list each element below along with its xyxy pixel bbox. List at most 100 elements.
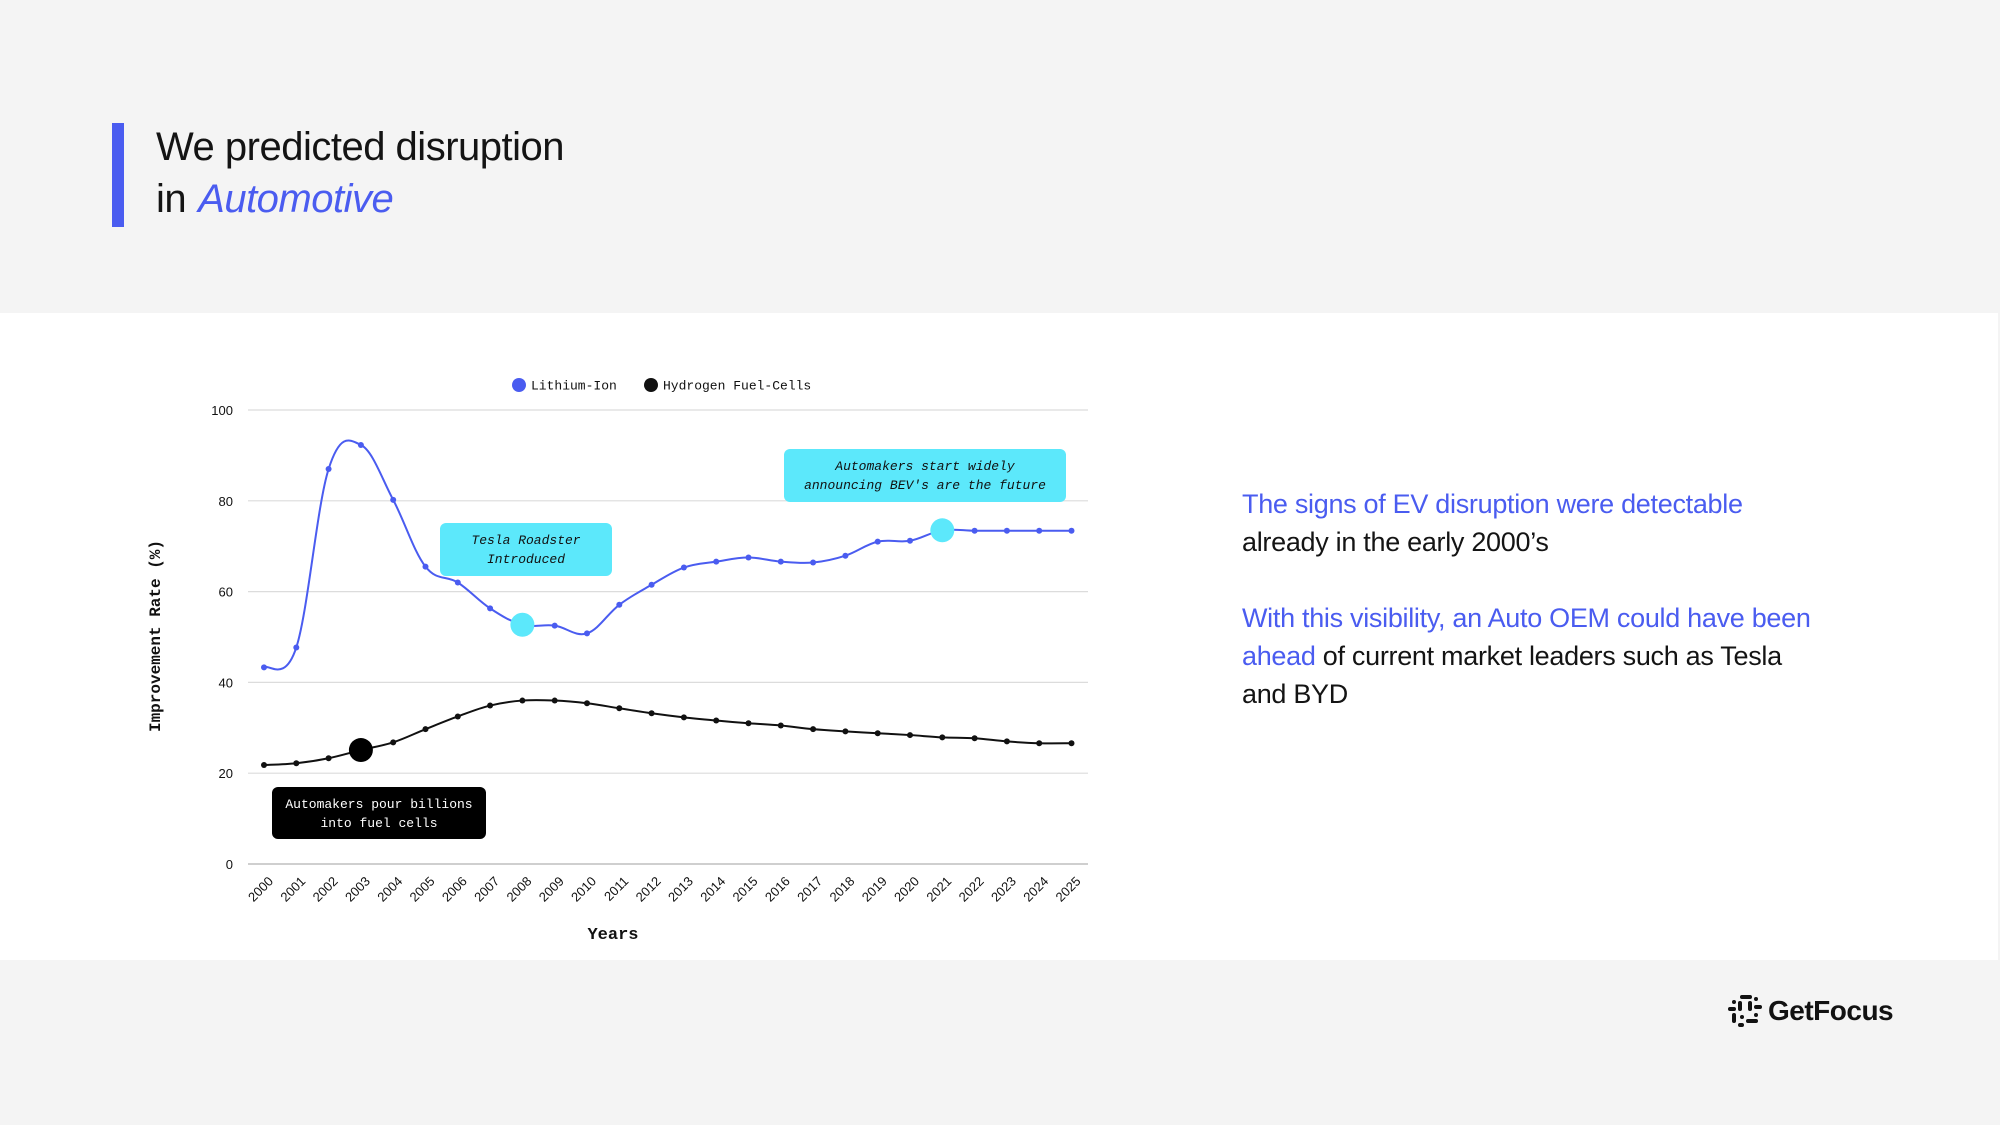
data-point[interactable] (487, 702, 494, 709)
data-point[interactable] (907, 537, 913, 544)
legend-item-hydrogen-fuel-cells[interactable]: Hydrogen Fuel-Cells (644, 378, 811, 394)
data-point[interactable] (584, 700, 590, 707)
legend-label: Hydrogen Fuel-Cells (663, 379, 811, 394)
x-tick-label: 2004 (374, 874, 405, 905)
x-axis-ticks: 2000 2001 2002 2003 2004 2005 2006 2007 2008 2009… (245, 874, 1084, 905)
x-tick-label: 2006 (439, 874, 470, 905)
data-point[interactable] (293, 760, 300, 767)
data-point[interactable] (745, 720, 752, 727)
data-point[interactable] (487, 605, 494, 612)
data-point[interactable] (648, 710, 655, 717)
data-point[interactable] (261, 664, 267, 671)
data-point[interactable] (422, 726, 429, 733)
data-point[interactable] (1003, 738, 1010, 745)
x-tick-label: 2008 (503, 874, 534, 905)
series-hydrogen-fuel-cells (261, 697, 1075, 769)
data-point[interactable] (971, 527, 978, 534)
annotation-2003: Automakers pour billions into fuel cells (272, 738, 486, 839)
title-line-2: in Automotive (156, 171, 564, 227)
data-point[interactable] (874, 730, 881, 737)
data-point[interactable] (777, 722, 784, 729)
logo-text: GetFocus (1768, 995, 1894, 1026)
insight-paragraph-1: The signs of EV disruption were detectab… (1242, 485, 1822, 561)
data-point[interactable] (842, 552, 849, 559)
x-tick-label: 2021 (923, 874, 954, 905)
chart-annotations: Automakers pour billions into fuel cells T… (272, 449, 1066, 839)
data-point[interactable] (390, 496, 397, 503)
data-point[interactable] (584, 630, 590, 637)
data-point[interactable] (648, 581, 655, 588)
insight-2-rest: of current market leaders such as Tesla … (1242, 641, 1782, 709)
highlight-marker[interactable] (348, 738, 373, 763)
data-point[interactable] (261, 762, 267, 769)
y-tick-label: 100 (211, 403, 233, 418)
x-tick-label: 2015 (730, 874, 761, 905)
insight-text: The signs of EV disruption were detectab… (1242, 485, 1822, 751)
data-point[interactable] (810, 559, 817, 566)
annotation-2008: Tesla Roadster Introduced (440, 523, 612, 637)
data-point[interactable] (907, 732, 913, 739)
data-point[interactable] (1068, 740, 1075, 747)
data-point[interactable] (519, 697, 526, 704)
getfocus-logo-icon (1728, 995, 1762, 1027)
annotation-text: into fuel cells (320, 816, 437, 831)
x-tick-label: 2011 (601, 874, 631, 904)
x-tick-label: 2012 (633, 874, 664, 905)
x-tick-label: 2005 (407, 874, 438, 905)
data-point[interactable] (939, 734, 946, 741)
data-point[interactable] (713, 717, 720, 724)
annotation-text: Tesla Roadster (471, 533, 580, 548)
data-point[interactable] (874, 538, 881, 545)
series-line (263, 699, 1072, 767)
x-tick-label: 2007 (471, 874, 502, 905)
x-tick-label: 2020 (891, 874, 922, 905)
data-point[interactable] (1036, 527, 1043, 534)
legend-label: Lithium-Ion (531, 379, 617, 394)
data-point[interactable] (680, 714, 687, 721)
data-point[interactable] (713, 558, 720, 565)
data-point[interactable] (1036, 740, 1043, 747)
data-point[interactable] (357, 441, 364, 448)
data-point[interactable] (551, 622, 558, 629)
data-point[interactable] (680, 564, 687, 571)
data-point[interactable] (745, 554, 752, 561)
legend-swatch-icon (644, 378, 658, 392)
annotation-2021: Automakers start widely announcing BEV's … (784, 449, 1066, 543)
annotation-text: Automakers pour billions (285, 797, 472, 812)
x-axis-title: Years (587, 926, 638, 945)
x-tick-label: 2014 (697, 874, 728, 905)
x-tick-label: 2024 (1020, 874, 1051, 905)
data-point[interactable] (390, 739, 397, 746)
title-line-1: We predicted disruption (156, 125, 565, 169)
data-point[interactable] (616, 705, 623, 712)
annotation-box (272, 787, 486, 839)
y-tick-label: 80 (219, 494, 233, 509)
data-point[interactable] (971, 735, 978, 742)
insight-1-rest: already in the early 2000’s (1242, 527, 1549, 557)
data-point[interactable] (325, 466, 332, 473)
insight-2-highlight: With this visibility, an Auto OEM could … (1242, 603, 1811, 671)
x-tick-label: 2019 (859, 874, 890, 905)
data-point[interactable] (454, 579, 461, 586)
data-point[interactable] (1068, 527, 1075, 534)
y-tick-label: 60 (219, 585, 233, 600)
highlight-marker[interactable] (510, 612, 535, 637)
data-point[interactable] (777, 558, 784, 565)
data-point[interactable] (422, 563, 429, 570)
legend-item-lithium-ion[interactable]: Lithium-Ion (512, 378, 617, 394)
data-point[interactable] (325, 755, 332, 762)
data-point[interactable] (810, 726, 817, 733)
x-tick-label: 2017 (794, 874, 825, 905)
data-point[interactable] (293, 644, 300, 651)
x-tick-label: 2009 (536, 874, 567, 905)
data-point[interactable] (551, 697, 558, 704)
data-point[interactable] (842, 728, 849, 735)
data-point[interactable] (616, 601, 623, 608)
data-point[interactable] (454, 713, 461, 720)
legend-swatch-icon (512, 378, 526, 392)
insight-paragraph-2: With this visibility, an Auto OEM could … (1242, 599, 1822, 713)
annotation-box (440, 523, 612, 576)
data-point[interactable] (1003, 527, 1010, 534)
highlight-marker[interactable] (930, 518, 955, 543)
